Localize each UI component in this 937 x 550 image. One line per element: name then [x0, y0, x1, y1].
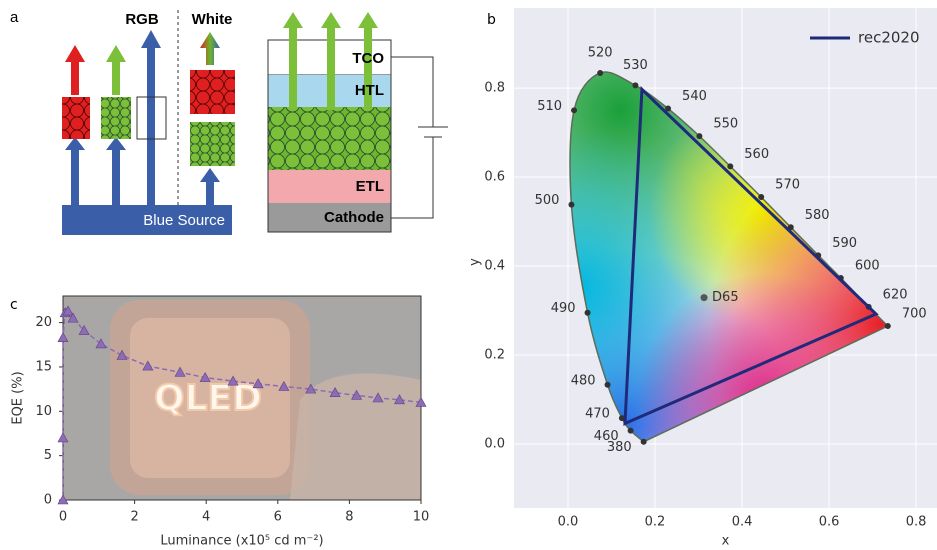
- x-axis-label: x: [722, 534, 730, 549]
- locus-point: [696, 133, 702, 139]
- x-axis-label: Luminance (x10⁵ cd m⁻²): [160, 534, 323, 549]
- y-tick-label: 0.8: [484, 81, 505, 96]
- wavelength-label: 480: [571, 373, 596, 388]
- locus-point: [568, 202, 574, 208]
- y-axis-label: y: [468, 258, 483, 266]
- locus-point: [632, 82, 638, 88]
- wavelength-label: 580: [805, 208, 830, 223]
- locus-point: [597, 70, 603, 76]
- wavelength-label: 540: [682, 89, 707, 104]
- x-tick-label: 6: [274, 510, 282, 525]
- wavelength-label: 510: [537, 99, 562, 114]
- y-tick-label: 5: [44, 448, 52, 463]
- y-tick-label: 0.6: [484, 170, 505, 185]
- wavelength-label: 520: [588, 45, 613, 60]
- green-qd: [101, 97, 131, 139]
- x-tick-label: 0.2: [645, 515, 666, 530]
- locus-point: [727, 163, 733, 169]
- red-qd-white: [190, 70, 235, 114]
- x-tick-label: 0.6: [819, 515, 840, 530]
- x-tick-label: 0: [59, 510, 67, 525]
- layer-label: HTL: [355, 82, 384, 99]
- layer-label: Cathode: [324, 209, 384, 226]
- wavelength-label: 460: [594, 429, 619, 444]
- legend-label: rec2020: [858, 29, 920, 47]
- x-tick-label: 0.8: [906, 515, 927, 530]
- device-stack: [268, 12, 448, 232]
- rgb-label: RGB: [125, 11, 159, 28]
- inset-text: QLED: [154, 378, 262, 419]
- locus-point: [585, 310, 591, 316]
- white-point: [701, 294, 708, 301]
- wavelength-label: 600: [855, 259, 880, 274]
- wavelength-label: 550: [713, 117, 738, 132]
- wavelength-label: 470: [585, 407, 610, 422]
- y-tick-label: 0.4: [484, 259, 505, 274]
- x-tick-label: 0.0: [558, 515, 579, 530]
- y-tick-label: 0.0: [484, 436, 505, 451]
- panel-label: a: [10, 9, 19, 26]
- wavelength-label: 530: [623, 58, 648, 73]
- x-tick-label: 8: [345, 510, 353, 525]
- wavelength-label: 570: [775, 178, 800, 193]
- white-point-label: D65: [712, 290, 739, 305]
- y-tick-label: 10: [35, 404, 52, 419]
- panel-label: b: [487, 12, 496, 28]
- x-tick-label: 2: [130, 510, 138, 525]
- layer-label: TCO: [352, 50, 384, 67]
- diagram: a RGB White Blue Source TCO HTL ETL Cath…: [10, 9, 448, 235]
- y-axis-label: EQE (%): [11, 371, 26, 424]
- wavelength-label: 490: [551, 301, 576, 316]
- white-label: White: [192, 11, 233, 28]
- x-tick-label: 4: [202, 510, 210, 525]
- locus-point: [885, 323, 891, 329]
- layer-label: ETL: [356, 178, 384, 195]
- chart-c: c QLED 0 2 4 6 8 10 0 5 10 15 20 Luminance (x10⁵ cd m…: [10, 296, 429, 549]
- wavelength-label: 700: [902, 307, 927, 322]
- red-qd: [62, 97, 90, 139]
- wavelength-label: 560: [744, 147, 769, 162]
- figure: a RGB White Blue Source TCO HTL ETL Cath…: [0, 0, 937, 550]
- panel-label: c: [10, 297, 18, 313]
- wavelength-label: 590: [832, 236, 857, 251]
- green-qd-white: [190, 122, 235, 166]
- page: a RGB White Blue Source TCO HTL ETL Cath…: [0, 0, 937, 550]
- y-tick-label: 0: [44, 493, 52, 508]
- y-tick-label: 0.2: [484, 347, 505, 362]
- locus-point: [571, 107, 577, 113]
- locus-point: [758, 194, 764, 200]
- y-tick-label: 15: [35, 359, 52, 374]
- source-label: Blue Source: [143, 212, 225, 229]
- x-tick-label: 0.4: [732, 515, 753, 530]
- y-tick-label: 20: [35, 315, 52, 330]
- locus-point: [605, 382, 611, 388]
- locus-point: [641, 439, 647, 445]
- wavelength-label: 500: [535, 193, 560, 208]
- wavelength-label: 620: [883, 287, 908, 302]
- locus-point: [628, 428, 634, 434]
- x-tick-label: 10: [413, 510, 430, 525]
